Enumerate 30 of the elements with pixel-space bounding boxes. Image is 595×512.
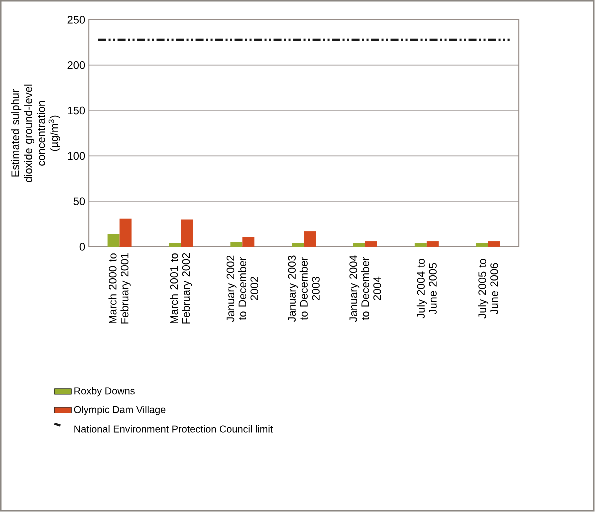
x-tick-label: January 2004 to December 2004	[350, 256, 382, 322]
bar	[108, 234, 120, 247]
bar	[414, 243, 427, 247]
bar	[230, 242, 243, 247]
bar	[488, 242, 500, 247]
bar	[304, 232, 316, 247]
bar	[120, 218, 132, 247]
x-tick-label: January 2003 to December 2003	[288, 256, 320, 322]
bar	[476, 243, 488, 247]
legend-label: Roxby Downs	[74, 387, 135, 397]
legend-label: Olympic Dam Village	[74, 406, 166, 416]
bar	[366, 242, 378, 247]
y-tick-label: 200	[68, 62, 86, 70]
bar	[169, 243, 182, 247]
y-tick-label: 0	[80, 243, 86, 251]
y-tick-label: 150	[68, 106, 86, 115]
x-tick-label: March 2000 to February 2001	[108, 253, 131, 324]
x-tick-label: July 2004 to June 2005	[416, 259, 437, 319]
bar	[426, 242, 439, 247]
y-tick-label: 100	[68, 152, 86, 160]
x-tick-label: January 2002 to December 2002	[226, 256, 258, 322]
x-tick-label: March 2001 to February 2002	[170, 253, 192, 324]
y-tick-label: 50	[74, 198, 86, 206]
bar	[354, 243, 366, 247]
bar	[181, 220, 194, 247]
bar	[292, 243, 304, 247]
x-tick-label: July 2005 to June 2006	[478, 259, 498, 319]
legend-label: National Environment Protection Council limit	[74, 425, 274, 433]
y-tick-label: 250	[68, 16, 86, 24]
bar	[242, 236, 255, 247]
